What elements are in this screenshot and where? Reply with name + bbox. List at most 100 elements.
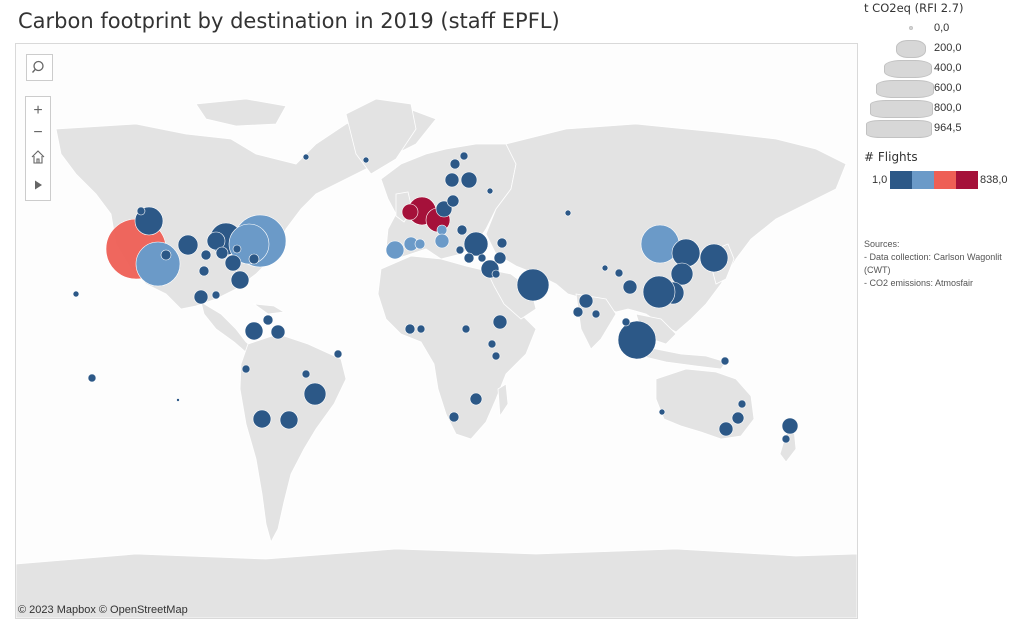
destination-bubble[interactable]: [578, 293, 594, 309]
destination-bubble[interactable]: [617, 320, 657, 360]
bubble-layer[interactable]: [16, 44, 857, 618]
destination-bubble[interactable]: [414, 238, 426, 250]
destination-bubble[interactable]: [230, 270, 250, 290]
destination-bubble[interactable]: [493, 251, 507, 265]
destination-bubble[interactable]: [487, 339, 497, 349]
size-swatch: [870, 100, 933, 118]
destination-bubble[interactable]: [671, 238, 701, 268]
size-swatch: [866, 120, 932, 138]
destination-bubble[interactable]: [444, 172, 460, 188]
color-ramp-bar: [890, 171, 978, 189]
destination-bubble[interactable]: [262, 314, 274, 326]
destination-bubble[interactable]: [198, 265, 210, 277]
destination-bubble[interactable]: [416, 324, 426, 334]
destination-bubble[interactable]: [136, 206, 146, 216]
sources: Sources: - Data collection: Carlson Wago…: [864, 238, 1024, 290]
destination-bubble[interactable]: [215, 246, 229, 260]
destination-bubble[interactable]: [270, 324, 286, 340]
land-greenland: [345, 98, 417, 175]
destination-bubble[interactable]: [87, 373, 97, 383]
destination-bubble[interactable]: [449, 158, 461, 170]
destination-bubble[interactable]: [446, 194, 460, 208]
destination-bubble[interactable]: [176, 398, 180, 402]
destination-bubble[interactable]: [248, 253, 260, 265]
size-legend-item: 800,0: [864, 100, 1024, 118]
destination-bubble[interactable]: [614, 268, 624, 278]
destination-bubble[interactable]: [244, 321, 264, 341]
destination-bubble[interactable]: [731, 411, 745, 425]
destination-bubble[interactable]: [333, 349, 343, 359]
destination-bubble[interactable]: [491, 351, 501, 361]
destination-bubble[interactable]: [456, 224, 468, 236]
search-button[interactable]: [26, 54, 53, 81]
color-legend-title: # Flights: [864, 150, 918, 164]
home-button[interactable]: [26, 145, 50, 169]
destination-bubble[interactable]: [781, 434, 791, 444]
destination-bubble[interactable]: [463, 231, 489, 257]
destination-bubble[interactable]: [206, 231, 226, 251]
destination-bubble[interactable]: [486, 187, 494, 195]
color-max-label: 838,0: [980, 174, 1008, 186]
destination-bubble[interactable]: [177, 234, 199, 256]
destination-bubble[interactable]: [699, 243, 729, 273]
destination-bubble[interactable]: [301, 369, 311, 379]
destination-bubble[interactable]: [224, 254, 242, 272]
color-ramp: 1,0 838,0: [864, 171, 1024, 191]
destination-bubble[interactable]: [459, 151, 469, 161]
map-attribution[interactable]: © 2023 Mapbox © OpenStreetMap: [18, 604, 188, 616]
destination-bubble[interactable]: [564, 209, 572, 217]
destination-bubble[interactable]: [463, 252, 475, 264]
destination-bubble[interactable]: [455, 245, 465, 255]
destination-bubble[interactable]: [211, 290, 221, 300]
destination-bubble[interactable]: [572, 306, 584, 318]
color-swatch: [912, 171, 934, 189]
destination-bubble[interactable]: [303, 382, 327, 406]
play-button[interactable]: [26, 173, 50, 197]
destination-bubble[interactable]: [460, 171, 478, 189]
destination-bubble[interactable]: [385, 240, 405, 260]
destination-bubble[interactable]: [496, 237, 508, 249]
size-swatch: [876, 80, 934, 98]
destination-bubble[interactable]: [720, 356, 730, 366]
destination-bubble[interactable]: [492, 314, 508, 330]
destination-bubble[interactable]: [401, 203, 419, 221]
destination-bubble[interactable]: [228, 223, 270, 265]
destination-bubble[interactable]: [448, 411, 460, 423]
destination-bubble[interactable]: [434, 233, 450, 249]
destination-bubble[interactable]: [670, 262, 694, 286]
destination-bubble[interactable]: [601, 264, 609, 272]
destination-bubble[interactable]: [72, 290, 80, 298]
destination-bubble[interactable]: [469, 392, 483, 406]
destination-bubble[interactable]: [737, 399, 747, 409]
destination-bubble[interactable]: [477, 253, 487, 263]
color-swatch: [956, 171, 978, 189]
destination-bubble[interactable]: [491, 269, 501, 279]
zoom-out-button[interactable]: −: [33, 124, 43, 141]
destination-bubble[interactable]: [241, 364, 251, 374]
destination-bubble[interactable]: [622, 279, 638, 295]
destination-bubble[interactable]: [516, 268, 550, 302]
destination-bubble[interactable]: [302, 153, 310, 161]
destination-bubble[interactable]: [781, 417, 799, 435]
destination-bubble[interactable]: [232, 244, 242, 254]
destination-bubble[interactable]: [160, 249, 172, 261]
destination-bubble[interactable]: [642, 275, 676, 309]
destination-bubble[interactable]: [279, 410, 299, 430]
destination-bubble[interactable]: [718, 421, 734, 437]
destination-bubble[interactable]: [435, 200, 453, 218]
world-map[interactable]: + − © 2023 Mapbox © OpenStreetMap: [15, 43, 858, 619]
destination-bubble[interactable]: [252, 409, 272, 429]
destination-bubble[interactable]: [200, 249, 212, 261]
destination-bubble[interactable]: [621, 317, 631, 327]
destination-bubble[interactable]: [436, 224, 448, 236]
destination-bubble[interactable]: [461, 324, 471, 334]
destination-bubble[interactable]: [362, 156, 370, 164]
zoom-in-button[interactable]: +: [33, 102, 43, 119]
land-indonesia: [629, 343, 727, 370]
destination-bubble[interactable]: [591, 309, 601, 319]
destination-bubble[interactable]: [135, 241, 181, 287]
destination-bubble[interactable]: [658, 408, 666, 416]
destination-bubble[interactable]: [404, 323, 416, 335]
color-swatch: [934, 171, 956, 189]
destination-bubble[interactable]: [193, 289, 209, 305]
